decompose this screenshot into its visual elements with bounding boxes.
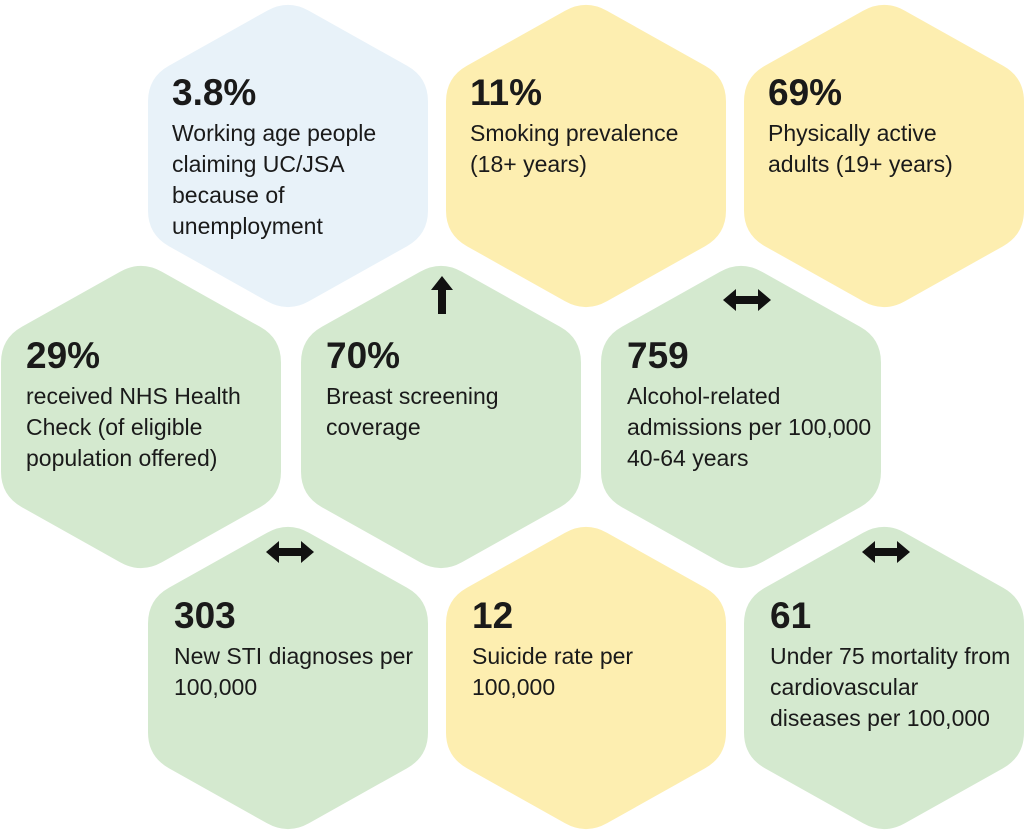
double-arrow-icon (266, 541, 314, 563)
hex-text-physically-active: 69% Physically active adults (19+ years) (768, 72, 1003, 180)
hex-alcohol-admissions (601, 265, 881, 569)
stat-label: Physically active adults (19+ years) (768, 120, 953, 177)
stat-label: New STI diagnoses per 100,000 (174, 643, 414, 700)
hex-text-cvd-mortality: 61 Under 75 mortality from cardiovascula… (770, 595, 1015, 734)
hex-text-smoking: 11% Smoking prevalence (18+ years) (470, 72, 720, 180)
stat-value: 61 (770, 595, 812, 636)
hex-sti-diagnoses (148, 526, 428, 830)
stat-label: Alcohol-related admissions per 100,000 4… (627, 383, 872, 471)
hex-physically-active (744, 4, 1024, 308)
hex-text-alcohol-admissions: 759 Alcohol-related admissions per 100,0… (627, 335, 872, 474)
stat-value: 3.8% (172, 72, 257, 113)
hex-nhs-health-check (1, 265, 281, 569)
stat-label: Suicide rate per 100,000 (472, 643, 634, 700)
stat-label: received NHS Health Check (of eligible p… (26, 383, 241, 471)
stat-label: Working age people claiming UC/JSA becau… (172, 120, 377, 239)
stat-value: 12 (472, 595, 514, 636)
stat-label: Smoking prevalence (18+ years) (470, 120, 679, 177)
stat-label: Breast screening coverage (326, 383, 499, 440)
double-arrow-icon (862, 541, 910, 563)
hex-text-unemployment: 3.8% Working age people claiming UC/JSA … (172, 72, 422, 242)
stat-value: 759 (627, 335, 689, 376)
arrow-up-icon (431, 276, 453, 314)
hex-breast-screening (301, 265, 581, 569)
hex-text-nhs-health-check: 29% received NHS Health Check (of eligib… (26, 335, 266, 474)
stat-value: 29% (26, 335, 101, 376)
stat-value: 303 (174, 595, 236, 636)
hex-text-breast-screening: 70% Breast screening coverage (326, 335, 556, 443)
hex-suicide-rate (446, 526, 726, 830)
hex-unemployment (148, 4, 428, 308)
double-arrow-icon (723, 289, 771, 311)
hex-text-suicide-rate: 12 Suicide rate per 100,000 (472, 595, 697, 703)
stat-label: Under 75 mortality from cardiovascular d… (770, 643, 1011, 731)
stat-value: 70% (326, 335, 401, 376)
hex-smoking (446, 4, 726, 308)
hex-text-sti-diagnoses: 303 New STI diagnoses per 100,000 (174, 595, 414, 703)
stat-value: 11% (470, 72, 543, 113)
hex-cvd-mortality (744, 526, 1024, 830)
stat-value: 69% (768, 72, 843, 113)
